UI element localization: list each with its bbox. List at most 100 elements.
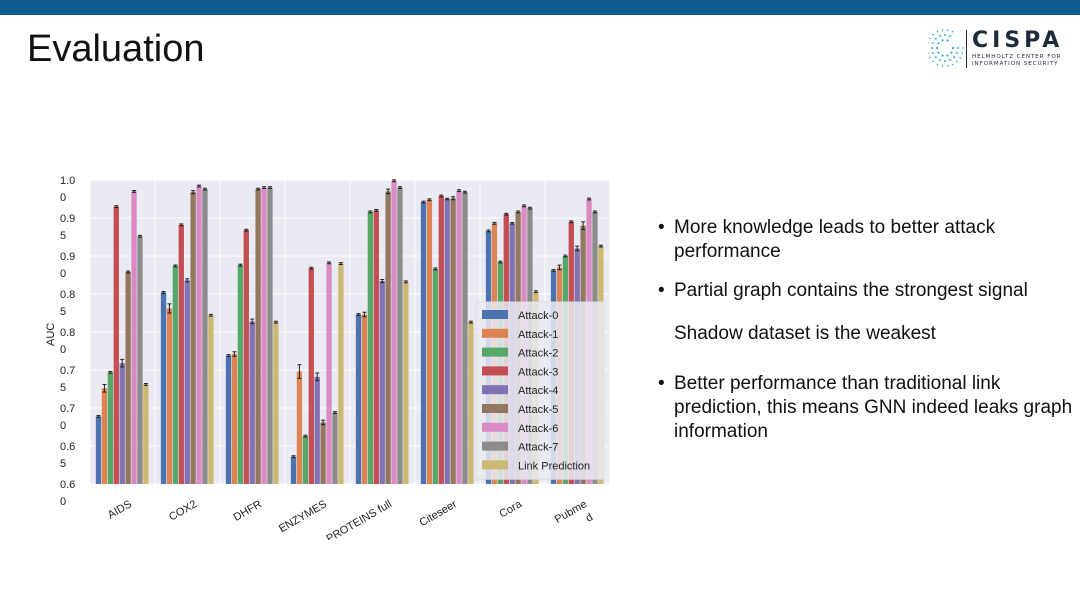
bar-attack-6 xyxy=(196,186,202,484)
y-tick-label: 0.7 xyxy=(60,365,75,377)
emblem-dot xyxy=(953,56,956,59)
bullet-text: More knowledge leads to better attack pe… xyxy=(674,217,996,262)
bar-link-prediction xyxy=(338,263,344,484)
emblem-dot xyxy=(959,56,961,59)
slide-title: Evaluation xyxy=(27,28,205,70)
emblem-dot xyxy=(949,59,951,61)
bar-attack-0 xyxy=(225,355,232,484)
legend-swatch xyxy=(482,366,508,376)
emblem-dot xyxy=(941,29,944,31)
bar-attack-6 xyxy=(326,262,332,484)
y-tick-label: 5 xyxy=(60,306,66,318)
bar-attack-2 xyxy=(237,265,244,484)
emblem-dot xyxy=(951,63,954,66)
bar-attack-4 xyxy=(444,199,450,484)
y-tick-label: 0.6 xyxy=(60,479,75,491)
bar-attack-7 xyxy=(397,187,403,484)
bar-attack-6 xyxy=(131,191,137,484)
y-tick-label: 5 xyxy=(60,382,66,394)
emblem-dot xyxy=(944,60,946,62)
legend-swatch xyxy=(482,422,508,432)
bar-attack-5 xyxy=(320,422,326,484)
bar-attack-3 xyxy=(373,210,379,484)
emblem-dot xyxy=(941,39,944,42)
emblem-dot xyxy=(934,37,937,40)
y-tick-label: 0.9 xyxy=(60,251,75,263)
bullet-text: Shadow dataset is the weakest xyxy=(674,323,936,344)
legend-swatch xyxy=(482,310,508,319)
y-tick-label: 0.9 xyxy=(60,213,75,225)
emblem-dot xyxy=(946,39,949,42)
bar-attack-2 xyxy=(432,268,439,484)
logo-wordmark: CISPA xyxy=(972,28,1064,53)
y-tick-label: 0.8 xyxy=(60,327,75,339)
bullet-text: Partial graph contains the strongest sig… xyxy=(674,280,1028,301)
bar-attack-4 xyxy=(184,280,190,484)
bullet-item: • Better performance than traditional li… xyxy=(658,372,1078,444)
x-tick-label: PROTEINS full xyxy=(324,498,394,540)
bar-attack-5 xyxy=(450,198,456,485)
bar-attack-0 xyxy=(95,416,102,484)
legend-label: Attack-7 xyxy=(518,442,558,454)
bar-attack-4 xyxy=(119,363,125,484)
bar-attack-3 xyxy=(438,195,444,484)
emblem-dot xyxy=(955,60,958,63)
bar-attack-2 xyxy=(367,211,374,485)
emblem-dot xyxy=(926,52,929,54)
emblem-dot xyxy=(934,56,937,59)
emblem-dot xyxy=(932,33,935,36)
bar-attack-7 xyxy=(137,236,143,484)
bar-link-prediction xyxy=(403,281,409,484)
emblem-dot xyxy=(939,35,941,37)
bar-attack-0 xyxy=(160,292,167,484)
bar-link-prediction xyxy=(273,322,279,484)
emblem-dot xyxy=(949,35,951,37)
legend-swatch xyxy=(482,328,508,338)
bar-link-prediction xyxy=(468,322,474,484)
bullet-item: • Partial graph contains the strongest s… xyxy=(658,279,1028,303)
bar-attack-7 xyxy=(462,192,468,484)
bar-attack-7 xyxy=(332,412,338,484)
emblem-dot xyxy=(937,42,940,45)
x-tick-label: Citeseer xyxy=(418,498,460,529)
bar-attack-1 xyxy=(361,314,368,484)
x-tick-label: Cora xyxy=(497,498,524,521)
y-tick-label: 5 xyxy=(60,458,66,470)
auc-bar-chart: 1.000.950.900.850.800.750.700.650.60AUCA… xyxy=(45,175,611,540)
legend-swatch xyxy=(482,347,508,357)
bullet-item: Shadow dataset is the weakest xyxy=(658,322,936,346)
bullet-dot: • xyxy=(658,280,665,301)
bullet-text: Better performance than traditional link… xyxy=(674,373,1073,442)
emblem-dot xyxy=(937,51,940,54)
bar-attack-5 xyxy=(255,189,261,484)
bullet-dot: • xyxy=(658,217,665,238)
bar-attack-4 xyxy=(314,376,320,484)
bar-attack-1 xyxy=(296,371,303,484)
y-axis-label: AUC xyxy=(45,323,57,346)
bar-attack-0 xyxy=(355,314,362,484)
y-tick-label: 0 xyxy=(60,192,66,204)
y-tick-label: 0 xyxy=(60,496,66,508)
bar-attack-6 xyxy=(391,180,397,484)
emblem-dot xyxy=(932,52,934,54)
legend-swatch xyxy=(482,404,508,413)
bar-attack-3 xyxy=(113,206,119,484)
logo-subtitle-line1: HELMHOLTZ CENTER FOR xyxy=(972,54,1062,60)
legend-label: Link Prediction xyxy=(518,460,590,472)
bar-attack-2 xyxy=(302,436,309,484)
emblem-dot xyxy=(957,47,959,49)
emblem-dot xyxy=(929,56,931,59)
emblem-dot xyxy=(951,46,955,50)
cispa-logo: CISPA HELMHOLTZ CENTER FOR INFORMATION S… xyxy=(926,28,1078,72)
bar-attack-1 xyxy=(101,388,108,484)
emblem-dot xyxy=(962,47,964,49)
bar-attack-6 xyxy=(261,187,267,484)
emblem-dot xyxy=(929,37,931,40)
emblem-dot xyxy=(956,52,958,54)
x-tick-label: DHFR xyxy=(232,498,265,524)
y-tick-label: 5 xyxy=(60,230,66,242)
y-tick-label: 0.7 xyxy=(60,403,75,415)
emblem-dot xyxy=(936,30,939,33)
bar-attack-5 xyxy=(385,191,391,484)
emblem-dot xyxy=(931,47,933,49)
